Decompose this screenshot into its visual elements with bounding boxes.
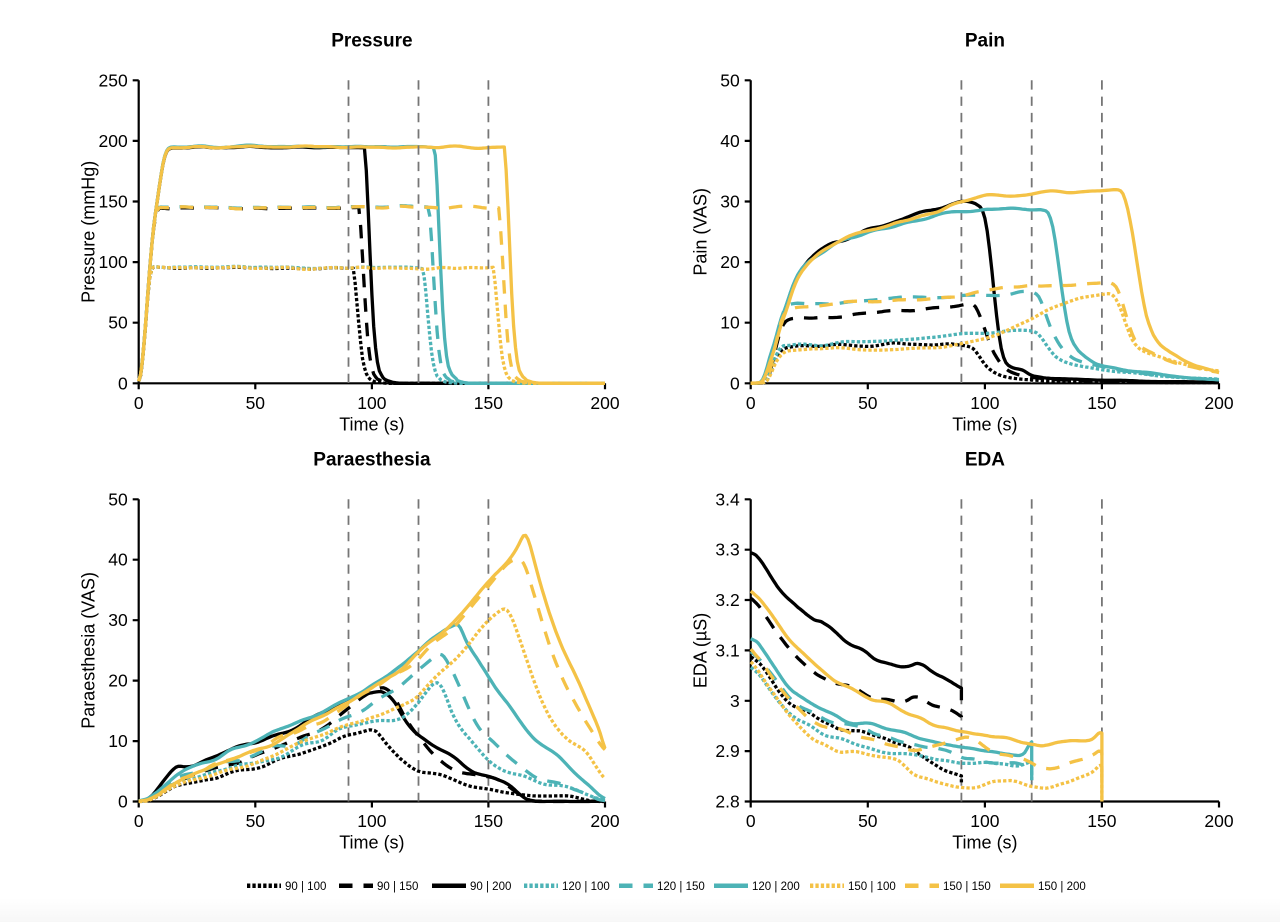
svg-text:50: 50 [246,393,266,413]
svg-text:50: 50 [720,70,740,90]
svg-text:200: 200 [98,131,127,151]
svg-text:3.1: 3.1 [715,640,739,660]
svg-text:20: 20 [108,671,128,691]
svg-text:0: 0 [118,373,128,393]
svg-text:3: 3 [730,691,740,711]
svg-text:2.9: 2.9 [715,741,739,761]
svg-text:2.8: 2.8 [715,792,739,812]
svg-text:0: 0 [134,811,144,831]
svg-text:200: 200 [1204,393,1233,413]
svg-text:150: 150 [98,192,127,212]
svg-text:Time (s): Time (s) [339,414,404,434]
svg-text:Paraesthesia (VAS): Paraesthesia (VAS) [79,572,99,729]
svg-text:40: 40 [720,131,740,151]
svg-text:EDA (µS): EDA (µS) [691,613,711,688]
svg-text:100: 100 [970,393,999,413]
svg-text:EDA: EDA [965,450,1005,471]
svg-text:Pain: Pain [965,31,1005,52]
svg-text:20: 20 [720,252,740,272]
svg-text:150: 150 [1087,811,1116,831]
svg-text:Paraesthesia: Paraesthesia [313,450,431,471]
svg-text:50: 50 [858,811,878,831]
svg-text:150: 150 [474,393,503,413]
svg-text:0: 0 [730,373,740,393]
svg-text:40: 40 [108,550,128,570]
svg-text:150 | 200: 150 | 200 [1038,881,1086,893]
svg-text:100: 100 [357,393,386,413]
svg-text:Pressure (mmHg): Pressure (mmHg) [79,161,99,303]
svg-text:120 | 100: 120 | 100 [562,881,610,893]
svg-text:120 | 150: 120 | 150 [657,881,705,893]
svg-text:Pressure: Pressure [331,31,412,52]
svg-text:Time (s): Time (s) [952,414,1017,434]
svg-text:50: 50 [246,811,266,831]
svg-text:100: 100 [357,811,386,831]
svg-text:0: 0 [134,393,144,413]
svg-text:200: 200 [590,393,619,413]
svg-text:150 | 150: 150 | 150 [943,881,991,893]
svg-text:100: 100 [970,811,999,831]
svg-text:200: 200 [1204,811,1233,831]
svg-text:0: 0 [746,811,756,831]
svg-text:120 | 200: 120 | 200 [752,881,800,893]
svg-text:50: 50 [858,393,878,413]
svg-text:30: 30 [108,610,128,630]
svg-text:150 | 100: 150 | 100 [848,881,896,893]
svg-text:50: 50 [108,313,128,333]
svg-text:90 | 200: 90 | 200 [470,881,511,893]
svg-text:100: 100 [98,252,127,272]
svg-text:3.2: 3.2 [715,590,739,610]
svg-text:Pain (VAS): Pain (VAS) [691,188,711,276]
svg-text:0: 0 [118,792,128,812]
svg-text:0: 0 [746,393,756,413]
svg-text:30: 30 [720,192,740,212]
svg-text:10: 10 [720,313,740,333]
svg-text:150: 150 [1087,393,1116,413]
svg-text:200: 200 [590,811,619,831]
svg-text:3.3: 3.3 [715,540,739,560]
svg-text:3.4: 3.4 [715,489,740,509]
svg-text:150: 150 [474,811,503,831]
svg-text:Time (s): Time (s) [952,833,1017,853]
svg-text:90 | 100: 90 | 100 [285,881,326,893]
svg-text:10: 10 [108,731,128,751]
svg-text:50: 50 [108,489,128,509]
svg-text:90 | 150: 90 | 150 [377,881,418,893]
svg-text:Time (s): Time (s) [339,833,404,853]
svg-text:250: 250 [98,70,127,90]
